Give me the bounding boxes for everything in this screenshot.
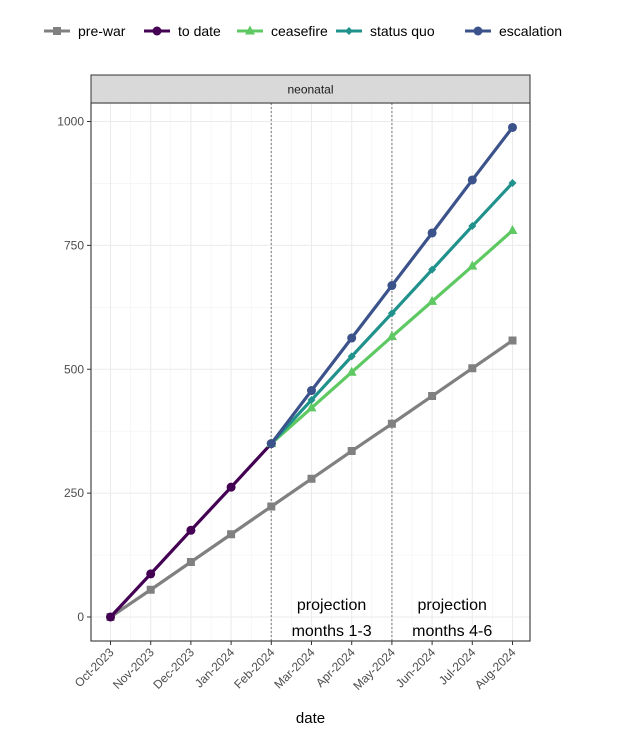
data-point-pre-war xyxy=(307,474,316,483)
annotation-2-line2: months 4-6 xyxy=(412,623,492,640)
data-point-pre-war xyxy=(468,364,477,373)
legend-item-escalation: escalation xyxy=(465,23,562,39)
y-tick-label: 500 xyxy=(64,362,84,376)
data-point-pre-war xyxy=(186,557,195,566)
x-tick-label: Jun-2024 xyxy=(393,645,439,691)
x-axis-title: date xyxy=(296,710,325,727)
data-point-escalation xyxy=(427,228,437,238)
data-point-ceasefire xyxy=(507,225,518,235)
x-tick-label: Dec-2023 xyxy=(150,645,197,692)
data-point-status-quo xyxy=(307,395,316,404)
y-tick-label: 250 xyxy=(64,486,84,500)
data-point-pre-war xyxy=(227,530,236,539)
data-point-pre-war xyxy=(347,447,356,456)
annotation-1-line1: projection xyxy=(297,597,366,614)
data-point-status-quo xyxy=(428,265,437,274)
legend-item-status-quo: status quo xyxy=(336,23,435,39)
legend: pre-war to date ceasefire status quo escalat… xyxy=(44,23,562,39)
data-point-pre-war xyxy=(508,336,517,345)
series-escalation xyxy=(266,122,517,449)
data-point-escalation xyxy=(347,333,357,343)
legend-item-to-date: to date xyxy=(144,23,221,39)
legend-key-marker xyxy=(473,26,483,36)
x-tick-label: Aug-2024 xyxy=(472,645,519,692)
y-tick-label: 1000 xyxy=(57,115,84,129)
legend-item-pre-war: pre-war xyxy=(44,23,126,39)
data-point-escalation xyxy=(266,439,276,449)
data-point-to-date xyxy=(186,525,196,535)
x-axis: Oct-2023Nov-2023Dec-2023Jan-2024Feb-2024… xyxy=(72,641,519,693)
legend-key-marker xyxy=(245,25,255,35)
data-point-status-quo xyxy=(508,178,517,187)
data-point-status-quo xyxy=(387,309,396,318)
legend-item-ceasefire: ceasefire xyxy=(237,23,328,39)
data-point-status-quo xyxy=(347,352,356,361)
legend-label: to date xyxy=(178,23,221,39)
annotation-2-line1: projection xyxy=(418,597,487,614)
data-point-pre-war xyxy=(146,585,155,594)
legend-key-marker xyxy=(152,26,162,36)
panel-background xyxy=(91,103,530,641)
legend-key-marker xyxy=(53,27,61,35)
data-point-escalation xyxy=(467,175,477,185)
facet-strip: neonatal xyxy=(90,74,531,104)
facet-label: neonatal xyxy=(287,83,333,97)
data-point-escalation xyxy=(387,281,397,291)
y-axis: 0 250 500 750 1000 xyxy=(57,115,91,624)
data-point-escalation xyxy=(307,386,316,396)
data-point-pre-war xyxy=(428,392,437,401)
legend-label: escalation xyxy=(499,23,562,39)
data-point-escalation xyxy=(508,122,517,132)
y-tick-label: 750 xyxy=(64,238,84,252)
data-point-pre-war xyxy=(387,419,396,428)
y-tick-label: 0 xyxy=(77,610,84,624)
data-point-to-date xyxy=(106,612,115,622)
x-tick-label: Jan-2024 xyxy=(192,645,238,691)
data-point-ceasefire xyxy=(467,260,478,270)
x-tick-label: Nov-2023 xyxy=(110,645,157,692)
data-point-ceasefire xyxy=(346,366,357,376)
data-point-status-quo xyxy=(468,222,477,231)
facet-strip-background xyxy=(90,74,531,104)
legend-label: ceasefire xyxy=(271,23,328,39)
data-point-to-date xyxy=(146,569,156,579)
plot-panel: projection months 1-3 projection months 4-6 xyxy=(90,102,531,642)
legend-label: status quo xyxy=(370,23,435,39)
legend-label: pre-war xyxy=(78,23,126,39)
x-tick-label: May-2024 xyxy=(350,645,398,693)
data-point-ceasefire xyxy=(427,295,438,305)
data-point-to-date xyxy=(226,482,236,492)
data-point-pre-war xyxy=(267,502,276,511)
annotation-1-line2: months 1-3 xyxy=(292,623,372,640)
x-tick-label: Feb-2024 xyxy=(231,645,277,691)
data-point-ceasefire xyxy=(306,402,317,412)
data-point-ceasefire xyxy=(386,331,397,341)
legend-key-marker xyxy=(345,27,353,35)
x-tick-label: Mar-2024 xyxy=(271,645,317,691)
